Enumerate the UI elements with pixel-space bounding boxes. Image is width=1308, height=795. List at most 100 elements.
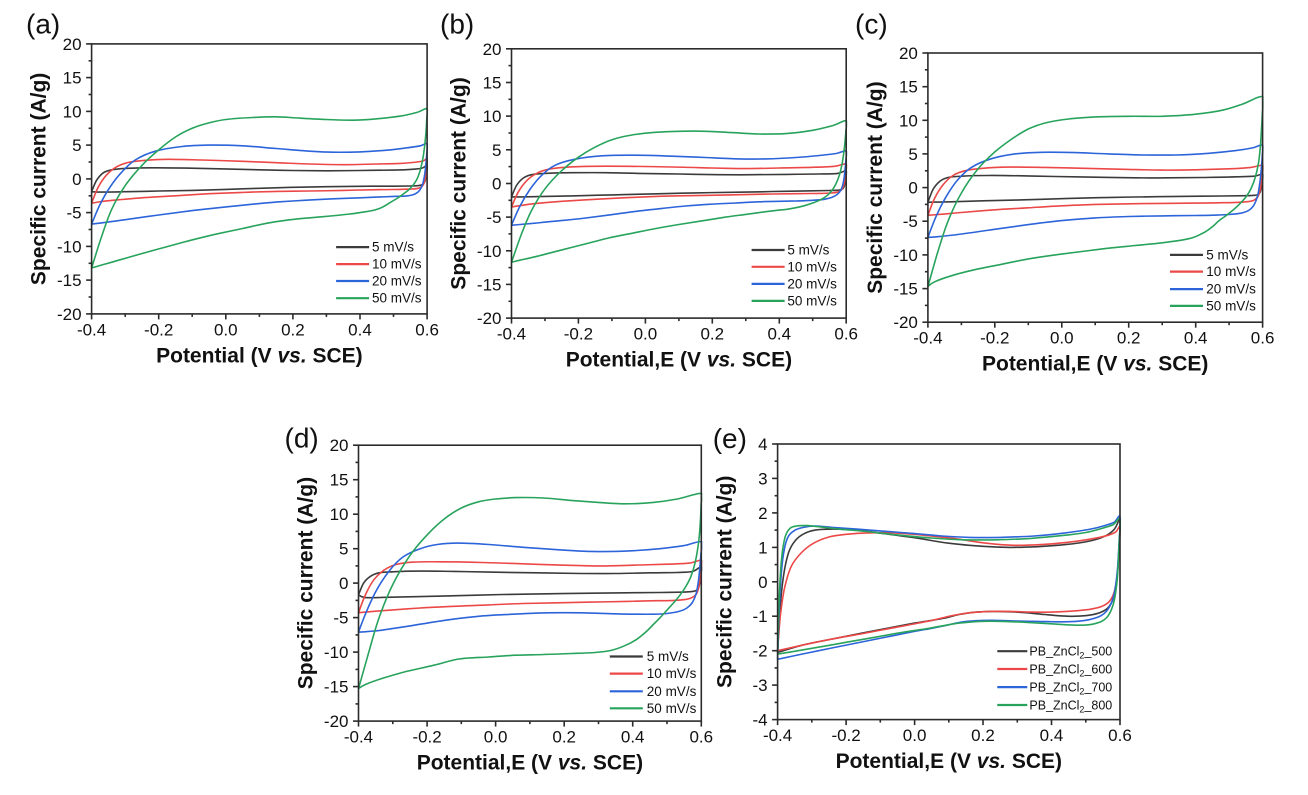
svg-text:5: 5 bbox=[908, 145, 917, 164]
svg-text:20 mV/s: 20 mV/s bbox=[647, 684, 697, 699]
svg-text:5 mV/s: 5 mV/s bbox=[647, 649, 689, 664]
svg-text:0: 0 bbox=[908, 179, 917, 198]
svg-text:-20: -20 bbox=[324, 712, 349, 731]
svg-text:Potential (V vs. SCE): Potential (V vs. SCE) bbox=[156, 344, 363, 367]
svg-text:20: 20 bbox=[899, 44, 918, 63]
svg-text:-0.2: -0.2 bbox=[564, 325, 593, 344]
svg-text:20 mV/s: 20 mV/s bbox=[372, 274, 422, 289]
svg-text:PB_ZnCl2_500: PB_ZnCl2_500 bbox=[1029, 645, 1112, 661]
svg-text:0.4: 0.4 bbox=[348, 320, 372, 339]
svg-text:10 mV/s: 10 mV/s bbox=[647, 666, 697, 681]
svg-text:-10: -10 bbox=[324, 643, 349, 662]
svg-text:0.6: 0.6 bbox=[689, 728, 713, 747]
svg-text:20: 20 bbox=[63, 35, 82, 54]
svg-text:-0.4: -0.4 bbox=[497, 325, 526, 344]
svg-text:10: 10 bbox=[899, 111, 918, 130]
svg-text:Potential,E (V vs. SCE): Potential,E (V vs. SCE) bbox=[982, 353, 1208, 376]
svg-text:10: 10 bbox=[330, 505, 349, 524]
svg-text:3: 3 bbox=[758, 469, 767, 488]
svg-text:5 mV/s: 5 mV/s bbox=[372, 240, 414, 255]
svg-text:0.6: 0.6 bbox=[1251, 329, 1275, 348]
svg-text:4: 4 bbox=[758, 435, 767, 454]
svg-text:-2: -2 bbox=[752, 642, 767, 661]
svg-text:5 mV/s: 5 mV/s bbox=[787, 243, 829, 258]
svg-text:-0.2: -0.2 bbox=[144, 320, 173, 339]
svg-text:Potential,E (V vs. SCE): Potential,E (V vs. SCE) bbox=[836, 750, 1062, 773]
svg-text:(c): (c) bbox=[855, 9, 888, 40]
svg-text:(e): (e) bbox=[713, 423, 747, 454]
svg-text:PB_ZnCl2_600: PB_ZnCl2_600 bbox=[1029, 663, 1112, 679]
svg-text:0.6: 0.6 bbox=[1108, 726, 1132, 745]
svg-text:1: 1 bbox=[758, 538, 767, 557]
svg-text:-10: -10 bbox=[57, 237, 82, 256]
svg-text:Specific current (A/g): Specific current (A/g) bbox=[28, 73, 51, 285]
svg-text:0.0: 0.0 bbox=[903, 726, 927, 745]
svg-text:-0.2: -0.2 bbox=[412, 728, 441, 747]
svg-text:(a): (a) bbox=[26, 9, 60, 40]
svg-text:0.2: 0.2 bbox=[281, 320, 305, 339]
svg-text:20 mV/s: 20 mV/s bbox=[787, 276, 837, 291]
svg-text:Specific current (A/g): Specific current (A/g) bbox=[714, 476, 737, 688]
svg-text:-0.4: -0.4 bbox=[763, 726, 792, 745]
svg-text:0.6: 0.6 bbox=[415, 320, 439, 339]
svg-text:Specific current (A/g): Specific current (A/g) bbox=[864, 81, 887, 293]
svg-text:20 mV/s: 20 mV/s bbox=[1206, 282, 1256, 297]
svg-text:-4: -4 bbox=[752, 711, 767, 730]
svg-text:-3: -3 bbox=[752, 676, 767, 695]
svg-text:50 mV/s: 50 mV/s bbox=[647, 701, 697, 716]
svg-text:0.4: 0.4 bbox=[621, 728, 645, 747]
svg-text:0: 0 bbox=[758, 573, 767, 592]
svg-text:15: 15 bbox=[330, 471, 349, 490]
svg-text:0.4: 0.4 bbox=[1040, 726, 1064, 745]
svg-text:-1: -1 bbox=[752, 607, 767, 626]
svg-text:-20: -20 bbox=[893, 313, 918, 332]
svg-text:(b): (b) bbox=[440, 9, 474, 40]
svg-text:-20: -20 bbox=[477, 309, 502, 328]
svg-text:-0.4: -0.4 bbox=[913, 329, 942, 348]
svg-text:10 mV/s: 10 mV/s bbox=[787, 259, 837, 274]
svg-text:0.2: 0.2 bbox=[700, 325, 724, 344]
svg-text:15: 15 bbox=[63, 69, 82, 88]
svg-text:0.6: 0.6 bbox=[834, 325, 858, 344]
svg-text:15: 15 bbox=[483, 74, 502, 93]
svg-text:50 mV/s: 50 mV/s bbox=[787, 293, 837, 308]
svg-text:10 mV/s: 10 mV/s bbox=[372, 257, 422, 272]
svg-text:-5: -5 bbox=[333, 609, 348, 628]
svg-text:50 mV/s: 50 mV/s bbox=[1206, 298, 1256, 313]
svg-text:Specific current (A/g): Specific current (A/g) bbox=[448, 77, 471, 289]
svg-text:(d): (d) bbox=[285, 422, 319, 453]
svg-text:0.4: 0.4 bbox=[1184, 329, 1208, 348]
svg-text:-15: -15 bbox=[324, 678, 349, 697]
svg-text:-0.2: -0.2 bbox=[980, 329, 1009, 348]
svg-text:-15: -15 bbox=[893, 280, 918, 299]
svg-text:10: 10 bbox=[483, 107, 502, 126]
svg-text:0.0: 0.0 bbox=[634, 325, 658, 344]
svg-text:0.0: 0.0 bbox=[1050, 329, 1074, 348]
svg-text:2: 2 bbox=[758, 504, 767, 523]
svg-text:-10: -10 bbox=[477, 242, 502, 261]
svg-text:-5: -5 bbox=[903, 212, 918, 231]
svg-text:0: 0 bbox=[72, 170, 81, 189]
svg-text:0: 0 bbox=[492, 175, 501, 194]
svg-text:Potential,E (V vs. SCE): Potential,E (V vs. SCE) bbox=[566, 349, 792, 372]
svg-text:-0.4: -0.4 bbox=[344, 728, 373, 747]
svg-text:0.2: 0.2 bbox=[1117, 329, 1141, 348]
svg-text:10: 10 bbox=[63, 102, 82, 121]
svg-text:5 mV/s: 5 mV/s bbox=[1206, 247, 1248, 262]
svg-text:15: 15 bbox=[899, 78, 918, 97]
svg-text:-0.4: -0.4 bbox=[77, 320, 106, 339]
svg-text:20: 20 bbox=[483, 40, 502, 59]
svg-text:-10: -10 bbox=[893, 246, 918, 265]
svg-text:0.0: 0.0 bbox=[214, 320, 238, 339]
svg-text:-5: -5 bbox=[66, 204, 81, 223]
svg-text:PB_ZnCl2_700: PB_ZnCl2_700 bbox=[1029, 681, 1112, 697]
svg-text:-5: -5 bbox=[486, 208, 501, 227]
svg-text:5: 5 bbox=[72, 136, 81, 155]
svg-text:5: 5 bbox=[339, 540, 348, 559]
svg-text:0: 0 bbox=[339, 574, 348, 593]
svg-text:20: 20 bbox=[330, 436, 349, 455]
svg-text:10 mV/s: 10 mV/s bbox=[1206, 264, 1256, 279]
svg-text:-15: -15 bbox=[477, 275, 502, 294]
svg-text:50 mV/s: 50 mV/s bbox=[372, 291, 422, 306]
svg-text:-15: -15 bbox=[57, 271, 82, 290]
